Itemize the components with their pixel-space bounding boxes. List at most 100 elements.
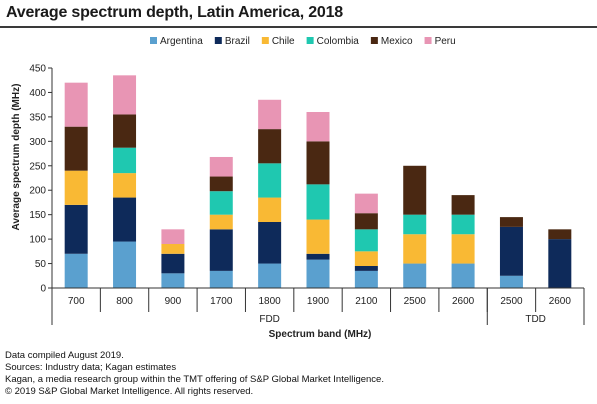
bar-segment <box>113 173 137 198</box>
bar-segment <box>354 251 378 266</box>
bar-segment <box>209 229 233 271</box>
bar-segment <box>161 244 185 254</box>
bar-segment <box>499 217 523 227</box>
bars-layer <box>64 75 572 288</box>
bar-segment <box>306 184 330 220</box>
y-tick-label: 350 <box>29 112 46 123</box>
legend-swatch <box>150 37 157 44</box>
bar-segment <box>548 239 572 288</box>
bar-segment <box>354 229 378 252</box>
bar-segment <box>451 195 475 215</box>
y-tick-label: 300 <box>29 137 46 148</box>
bar-segment <box>451 214 475 235</box>
bar-segment <box>403 165 427 215</box>
legend: Argentina Brazil Chile Colombia Mexico Peru <box>150 36 456 47</box>
legend-item: Peru <box>424 36 456 47</box>
bar-segment <box>306 219 330 254</box>
footer-note-date: Data compiled August 2019. <box>5 350 124 361</box>
bar-segment <box>209 191 233 215</box>
x-tick-label: 2500 <box>500 296 523 307</box>
y-tick-label: 400 <box>29 88 46 99</box>
legend-label: Argentina <box>160 36 203 47</box>
bar-segment <box>258 99 282 130</box>
bar-segment <box>258 197 282 222</box>
group-label: TDD <box>525 314 546 325</box>
bar-segment <box>306 253 330 260</box>
y-tick-label: 200 <box>29 186 46 197</box>
bar-segment <box>548 229 572 240</box>
bar-segment <box>258 163 282 198</box>
legend-label: Mexico <box>381 36 413 47</box>
bar-segment <box>354 270 378 288</box>
bar-segment <box>354 266 378 271</box>
bar-segment <box>161 229 185 244</box>
legend-label: Peru <box>435 36 456 47</box>
x-tick-label: 1700 <box>210 296 233 307</box>
bar-segment <box>209 156 233 177</box>
y-tick-label: 250 <box>29 161 46 172</box>
bar-segment <box>499 226 523 276</box>
x-tick-label: 1900 <box>307 296 330 307</box>
y-tick-label: 50 <box>35 259 47 270</box>
bar-segment <box>113 114 137 148</box>
bar-segment <box>113 241 137 288</box>
bar-segment <box>113 147 137 174</box>
x-tick-label: 2100 <box>355 296 378 307</box>
bar-segment <box>258 129 282 164</box>
bar-segment <box>451 263 475 288</box>
legend-swatch <box>424 37 432 44</box>
bar-segment <box>499 275 523 288</box>
bar-segment <box>403 263 427 288</box>
bar-segment <box>306 259 330 288</box>
bar-segment <box>113 75 137 115</box>
bar-segment <box>451 234 475 264</box>
x-tick-label: 2600 <box>549 296 572 307</box>
bar-segment <box>64 170 88 205</box>
x-tick-label: 2500 <box>404 296 427 307</box>
y-axis-label: Average spectrum depth (MHz) <box>11 84 22 231</box>
bar-segment <box>161 273 185 288</box>
y-tick-label: 450 <box>29 64 46 75</box>
bar-segment <box>113 197 137 242</box>
legend-label: Chile <box>272 36 295 47</box>
title-rule <box>0 26 597 28</box>
x-tick-label: 2600 <box>452 296 475 307</box>
legend-label: Brazil <box>225 36 250 47</box>
legend-label: Colombia <box>317 36 360 47</box>
bar-segment <box>209 214 233 230</box>
axes-layer: 0 50 100 150 200 250 300 350 400 450 700 800 900 1700… <box>29 64 585 325</box>
x-tick-label: 900 <box>165 296 182 307</box>
bar-segment <box>306 112 330 142</box>
bar-segment <box>403 214 427 235</box>
legend-swatch <box>261 37 269 44</box>
stacked-bar-chart: Argentina Brazil Chile Colombia Mexico Peru 0… <box>11 36 585 340</box>
group-label: FDD <box>259 314 280 325</box>
legend-swatch <box>214 37 222 44</box>
bar-segment <box>306 141 330 185</box>
legend-swatch <box>306 37 314 44</box>
footer-note-copyright: © 2019 S&P Global Market Intelligence. A… <box>5 386 254 397</box>
chart-title: Average spectrum depth, Latin America, 2… <box>6 4 344 21</box>
legend-item: Mexico <box>370 36 413 47</box>
y-tick-label: 150 <box>29 210 46 221</box>
y-tick-label: 0 <box>40 284 46 295</box>
bar-segment <box>403 234 427 264</box>
legend-swatch <box>370 37 378 44</box>
bar-segment <box>64 82 88 127</box>
x-tick-label: 1800 <box>259 296 282 307</box>
legend-item: Chile <box>261 36 295 47</box>
legend-item: Argentina <box>150 36 203 47</box>
bar-segment <box>354 213 378 230</box>
x-tick-label: 800 <box>116 296 133 307</box>
footer-note-kagan: Kagan, a media research group within the… <box>5 374 384 385</box>
bar-segment <box>258 222 282 264</box>
x-tick-label: 700 <box>68 296 85 307</box>
bar-segment <box>209 176 233 192</box>
y-tick-label: 100 <box>29 235 46 246</box>
footer-note-sources: Sources: Industry data; Kagan estimates <box>5 362 177 373</box>
bar-segment <box>258 263 282 288</box>
legend-item: Brazil <box>214 36 250 47</box>
bar-segment <box>354 193 378 214</box>
bar-segment <box>64 253 88 288</box>
